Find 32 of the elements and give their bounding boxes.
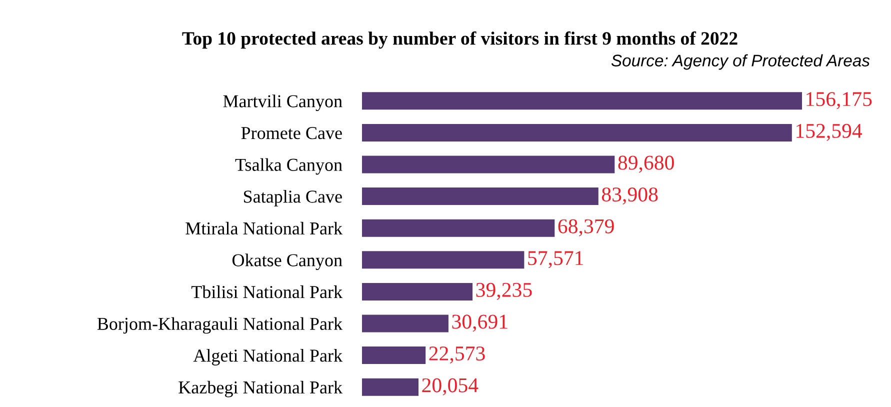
bar [362,346,426,364]
data-label: 57,571 [528,251,584,268]
y-tick-label: Martvili Canyon [223,94,342,112]
y-tick-label: Kazbegi National Park [178,380,343,398]
data-label: 20,054 [422,378,478,396]
bar [362,282,473,300]
y-tick-label: Mtirala National Park [186,222,343,235]
data-label: 68,379 [558,219,614,236]
data-label: 152,594 [796,124,862,141]
bar [362,219,555,237]
data-label: 30,691 [452,314,508,332]
data-label: 83,908 [602,187,658,205]
bar [362,314,448,332]
y-tick-label: Tsalka Canyon [235,158,342,175]
bar [362,92,802,110]
bar [362,124,792,142]
y-tick-label: Algeti National Park [193,349,343,366]
y-tick-label: Borjom-Kharagauli National Park [97,317,343,334]
bar [362,378,418,396]
y-tick-label: Sataplia Cave [244,190,342,206]
chart-title: Top 10 protected areas by number of visitors in first 9 months of 2022 [182,31,738,49]
data-label: 39,235 [476,282,532,300]
data-label: 22,573 [429,346,485,364]
bar [362,156,615,174]
bar [362,188,598,206]
y-tick-label: Okatse Canyon [232,254,342,270]
bar [362,251,524,269]
y-tick-label: Tbilisi National Park [191,285,343,298]
data-label: 156,175 [806,92,872,110]
y-tick-label: Promete Cave [241,127,342,140]
data-label: 89,680 [618,156,674,173]
source-note: Source: Agency of Protected Areas [611,54,870,70]
